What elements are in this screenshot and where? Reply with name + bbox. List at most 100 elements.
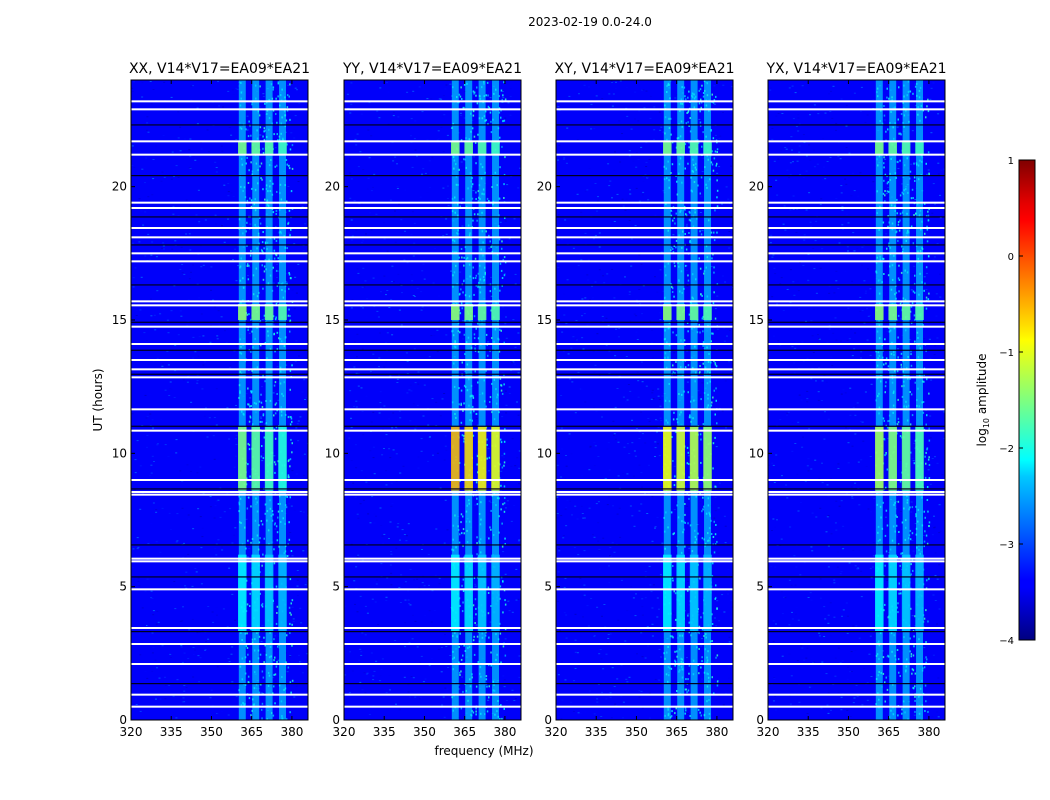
noise-pixel <box>649 584 652 586</box>
rfi-pixel <box>711 401 713 404</box>
noise-pixel <box>417 371 420 373</box>
noise-pixel <box>249 223 252 225</box>
noise-pixel <box>250 506 253 508</box>
rfi-pixel <box>676 180 678 183</box>
rfi-pixel <box>702 508 704 511</box>
noise-pixel <box>731 371 733 372</box>
noise-pixel <box>153 602 155 604</box>
noise-pixel <box>298 303 301 305</box>
noise-pixel <box>183 701 186 703</box>
y-tick-label: 15 <box>325 313 340 327</box>
noise-pixel <box>625 678 628 680</box>
rfi-event-block <box>251 304 260 320</box>
noise-pixel <box>714 510 717 512</box>
rfi-pixel <box>264 259 267 261</box>
noise-pixel <box>582 348 585 350</box>
noise-pixel <box>721 410 724 412</box>
rfi-pixel <box>275 113 277 115</box>
noise-pixel <box>439 415 442 417</box>
rfi-event-block <box>477 554 487 632</box>
noise-pixel <box>587 279 589 281</box>
noise-pixel <box>223 511 226 513</box>
noise-pixel <box>634 91 637 93</box>
noise-pixel <box>515 568 518 570</box>
noise-pixel <box>200 142 202 143</box>
noise-pixel <box>715 625 718 627</box>
noise-pixel <box>587 259 590 261</box>
noise-pixel <box>344 605 347 607</box>
noise-pixel <box>726 335 728 337</box>
noise-pixel <box>595 95 598 97</box>
noise-pixel <box>356 268 359 270</box>
noise-pixel <box>194 709 196 711</box>
noise-pixel <box>641 614 644 616</box>
noise-pixel <box>501 89 504 91</box>
noise-pixel <box>644 690 647 692</box>
noise-pixel <box>626 399 629 401</box>
noise-pixel <box>420 655 423 657</box>
noise-pixel <box>261 562 264 564</box>
rfi-pixel <box>250 505 252 508</box>
rfi-pixel <box>490 528 492 531</box>
rfi-event-block <box>264 141 274 155</box>
noise-pixel <box>272 603 275 604</box>
noise-pixel <box>346 93 349 95</box>
rfi-event-block <box>477 304 487 320</box>
noise-pixel <box>560 661 563 663</box>
noise-pixel <box>215 167 218 168</box>
rfi-pixel <box>460 288 462 291</box>
noise-pixel <box>589 299 591 301</box>
noise-pixel <box>631 515 634 517</box>
rfi-pixel <box>245 547 247 550</box>
noise-pixel <box>508 386 511 388</box>
rfi-pixel <box>247 675 250 678</box>
noise-pixel <box>354 138 357 140</box>
missing-data-row <box>131 663 308 665</box>
rfi-pixel <box>273 562 276 565</box>
rfi-pixel <box>473 653 476 656</box>
noise-pixel <box>287 317 290 319</box>
noise-pixel <box>395 431 398 433</box>
rfi-pixel <box>713 520 715 523</box>
noise-pixel <box>261 624 264 626</box>
rfi-pixel <box>273 461 276 464</box>
noise-pixel <box>190 85 193 87</box>
rfi-pixel <box>290 438 292 441</box>
noise-pixel <box>605 297 608 299</box>
noise-pixel <box>513 218 516 220</box>
noise-pixel <box>654 214 657 216</box>
missing-data-row <box>344 260 521 263</box>
noise-pixel <box>461 582 464 584</box>
rfi-pixel <box>699 433 702 436</box>
rfi-pixel <box>504 98 507 101</box>
noise-pixel <box>502 675 505 677</box>
rfi-pixel <box>475 613 477 616</box>
rfi-pixel <box>499 632 502 635</box>
noise-pixel <box>588 86 591 88</box>
noise-pixel <box>197 381 200 383</box>
rfi-pixel <box>671 163 674 166</box>
noise-pixel <box>359 276 362 278</box>
noise-pixel <box>564 508 567 510</box>
rfi-pixel <box>473 410 475 413</box>
rfi-pixel <box>460 403 462 406</box>
rfi-pixel <box>477 322 479 325</box>
noise-pixel <box>160 570 163 571</box>
noise-pixel <box>642 89 645 91</box>
noise-pixel <box>636 339 639 340</box>
rfi-pixel <box>289 83 291 86</box>
rfi-pixel <box>687 589 689 592</box>
noise-pixel <box>608 647 611 648</box>
noise-pixel <box>420 105 423 107</box>
rfi-pixel <box>472 395 474 398</box>
noise-pixel <box>152 178 155 180</box>
missing-data-row <box>344 705 521 708</box>
noise-pixel <box>161 507 164 509</box>
noise-pixel <box>610 555 613 557</box>
rfi-pixel <box>701 294 703 297</box>
noise-pixel <box>444 88 447 90</box>
noise-pixel <box>449 83 452 85</box>
rfi-pixel <box>259 420 262 423</box>
noise-pixel <box>689 299 692 301</box>
noise-pixel <box>670 127 673 129</box>
